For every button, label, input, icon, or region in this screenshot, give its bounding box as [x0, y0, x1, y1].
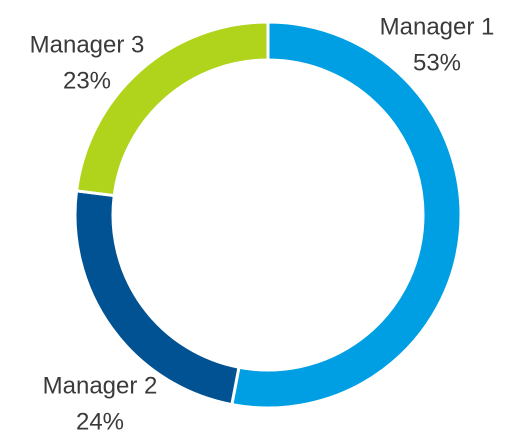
donut-segment — [230, 20, 463, 410]
category-label: Manager 3 — [30, 31, 145, 58]
value-label: 23% — [63, 67, 111, 94]
donut-segment — [74, 20, 270, 198]
value-label: 53% — [413, 49, 461, 76]
category-label: Manager 1 — [380, 13, 495, 40]
value-label: 24% — [76, 408, 124, 435]
category-label: Manager 2 — [43, 372, 158, 399]
